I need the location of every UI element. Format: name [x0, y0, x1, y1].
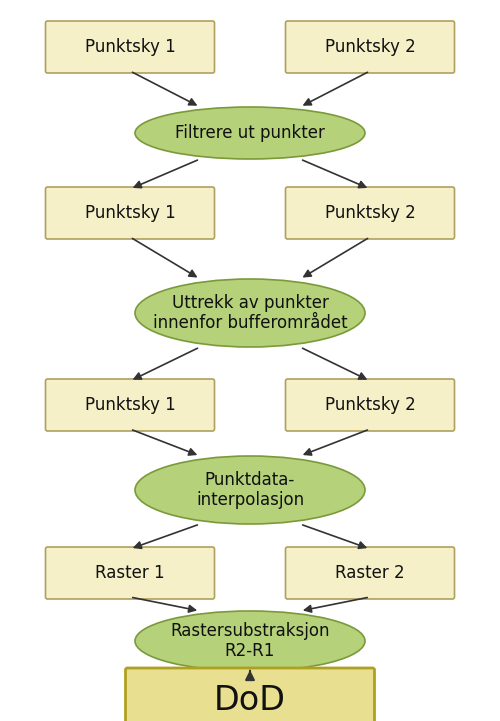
Text: Punktsky 2: Punktsky 2 — [324, 204, 416, 222]
Text: Raster 1: Raster 1 — [95, 564, 165, 582]
Ellipse shape — [135, 107, 365, 159]
Text: Punktdata-
interpolasjon: Punktdata- interpolasjon — [196, 471, 304, 510]
Text: Punktsky 2: Punktsky 2 — [324, 396, 416, 414]
Ellipse shape — [135, 611, 365, 671]
FancyBboxPatch shape — [46, 187, 214, 239]
Text: Punktsky 1: Punktsky 1 — [84, 204, 176, 222]
Text: Rastersubstraksjon
R2-R1: Rastersubstraksjon R2-R1 — [170, 622, 330, 660]
FancyBboxPatch shape — [286, 379, 454, 431]
FancyBboxPatch shape — [46, 21, 214, 73]
FancyBboxPatch shape — [126, 668, 374, 721]
Ellipse shape — [135, 456, 365, 524]
Text: Punktsky 1: Punktsky 1 — [84, 38, 176, 56]
FancyBboxPatch shape — [286, 547, 454, 599]
Text: Raster 2: Raster 2 — [335, 564, 405, 582]
Text: Uttrekk av punkter
innenfor bufferområdet: Uttrekk av punkter innenfor bufferområde… — [152, 293, 348, 332]
FancyBboxPatch shape — [286, 187, 454, 239]
FancyBboxPatch shape — [286, 21, 454, 73]
Text: Punktsky 1: Punktsky 1 — [84, 396, 176, 414]
Text: Filtrere ut punkter: Filtrere ut punkter — [175, 124, 325, 142]
Ellipse shape — [135, 279, 365, 347]
Text: Punktsky 2: Punktsky 2 — [324, 38, 416, 56]
FancyBboxPatch shape — [46, 379, 214, 431]
Text: DoD: DoD — [214, 684, 286, 717]
FancyBboxPatch shape — [46, 547, 214, 599]
